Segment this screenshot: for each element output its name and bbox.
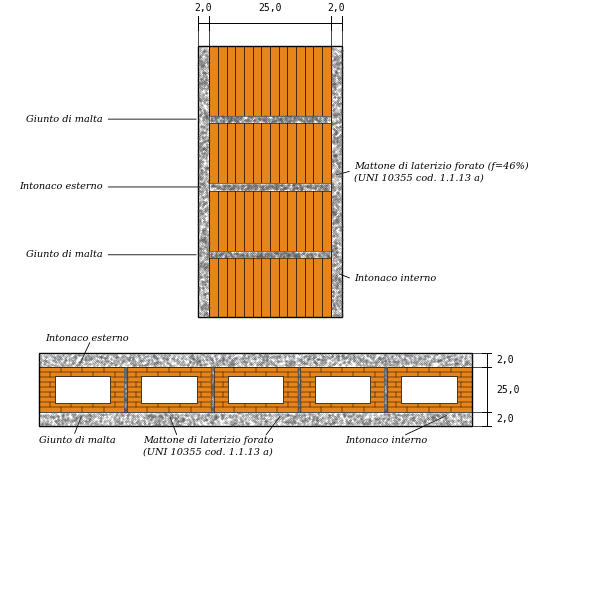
Text: Mattone di laterizio forato: Mattone di laterizio forato [143,436,274,445]
Text: Giunto di malta: Giunto di malta [26,251,102,259]
Text: Mattone di laterizio forato (f=46%): Mattone di laterizio forato (f=46%) [354,162,528,171]
Bar [39,353,472,367]
Bar [124,367,127,412]
Text: Giunto di malta: Giunto di malta [39,436,115,445]
Bar [298,367,300,412]
Bar [384,367,387,412]
Text: (UNI 10355 cod. 1.1.13 a): (UNI 10355 cod. 1.1.13 a) [354,174,484,183]
Bar [401,376,457,403]
Bar [331,46,342,317]
Bar [386,367,472,412]
Bar [209,251,331,258]
Bar [209,115,331,123]
Text: Giunto di malta: Giunto di malta [26,115,102,123]
Bar [209,46,331,317]
Text: Intonaco esterno: Intonaco esterno [45,334,129,343]
Bar [315,376,370,403]
Bar [198,46,209,317]
Text: Intonaco interno: Intonaco interno [345,436,427,445]
Text: 25,0: 25,0 [496,384,519,395]
Text: 2,0: 2,0 [496,414,513,424]
Bar [299,367,386,412]
Bar [55,376,110,403]
Text: 2,0: 2,0 [195,2,212,13]
Bar [39,367,126,412]
Bar [126,367,212,412]
Bar [212,367,299,412]
Bar [39,412,472,426]
Text: 2,0: 2,0 [328,2,345,13]
Bar [209,183,331,191]
Text: 2,0: 2,0 [496,355,513,365]
Bar [211,367,214,412]
Text: 25,0: 25,0 [258,2,282,13]
Text: Intonaco interno: Intonaco interno [354,274,436,284]
Bar [39,353,472,426]
Bar [228,376,283,403]
Bar [141,376,197,403]
Text: (UNI 10355 cod. 1.1.13 a): (UNI 10355 cod. 1.1.13 a) [143,447,273,456]
Text: Intonaco esterno: Intonaco esterno [19,183,102,191]
Bar [198,46,342,317]
